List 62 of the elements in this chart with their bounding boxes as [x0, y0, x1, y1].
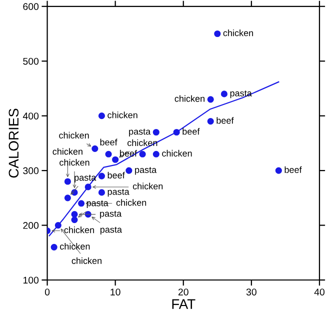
annotation: pasta	[135, 167, 157, 175]
point	[92, 145, 98, 152]
point	[220, 90, 228, 98]
point	[71, 211, 78, 218]
point	[207, 118, 214, 125]
annotation: chicken	[127, 139, 158, 146]
x-tick-label: 10	[110, 288, 120, 296]
annotation: pasta	[100, 226, 122, 235]
point	[173, 128, 180, 136]
point	[214, 30, 221, 38]
annotation: pasta	[100, 210, 122, 219]
y-tick-label: 600	[23, 3, 39, 10]
y-tick-label: 200	[23, 222, 39, 229]
annotation: beef	[108, 172, 125, 178]
annotation: beef	[284, 166, 302, 173]
point	[152, 150, 160, 158]
point	[98, 189, 106, 196]
annotation: pasta	[230, 90, 252, 98]
point	[54, 222, 62, 229]
annotation: chicken	[72, 257, 102, 264]
annotation: chicken	[162, 150, 192, 157]
y-tick-label: 400	[22, 112, 39, 120]
annotation: chicken	[59, 132, 89, 139]
y-axis-title: CALORIES	[8, 108, 19, 178]
point	[98, 112, 106, 120]
point	[84, 184, 92, 190]
x-tick-label: 30	[246, 288, 256, 296]
point	[207, 96, 214, 103]
annotation: pasta	[108, 188, 130, 197]
point	[105, 150, 112, 158]
point	[126, 167, 132, 174]
annotation: chicken	[52, 148, 82, 155]
annotation: chicken	[108, 112, 138, 118]
x-tick-label: 40	[314, 288, 325, 296]
annotation: chicken	[116, 199, 146, 206]
point	[98, 172, 106, 180]
annotation: chicken	[223, 30, 253, 36]
point	[275, 167, 282, 174]
y-tick-label: 100	[23, 276, 39, 284]
point	[71, 216, 78, 224]
annotation: pasta	[129, 128, 151, 136]
point	[139, 150, 146, 158]
annotation: beef	[182, 128, 200, 135]
point	[152, 128, 160, 136]
line-series	[48, 81, 280, 236]
point	[64, 194, 71, 202]
x-tick-label: 0	[44, 288, 50, 296]
annotation: chicken	[174, 95, 204, 102]
annotation: chicken	[60, 242, 90, 250]
y-tick-label: 300	[23, 167, 39, 174]
annotation: chicken	[132, 182, 163, 190]
point	[112, 156, 119, 163]
point	[64, 178, 71, 185]
annotation: pasta	[86, 200, 108, 208]
x-tick-label: 20	[178, 288, 188, 296]
point	[50, 244, 58, 250]
annotation: beef	[216, 117, 234, 124]
y-tick-label: 500	[23, 58, 39, 65]
point	[78, 200, 85, 207]
annotation: beef	[100, 138, 118, 146]
annotation: chicken	[64, 226, 94, 234]
x-axis-title: FAT	[172, 299, 196, 309]
